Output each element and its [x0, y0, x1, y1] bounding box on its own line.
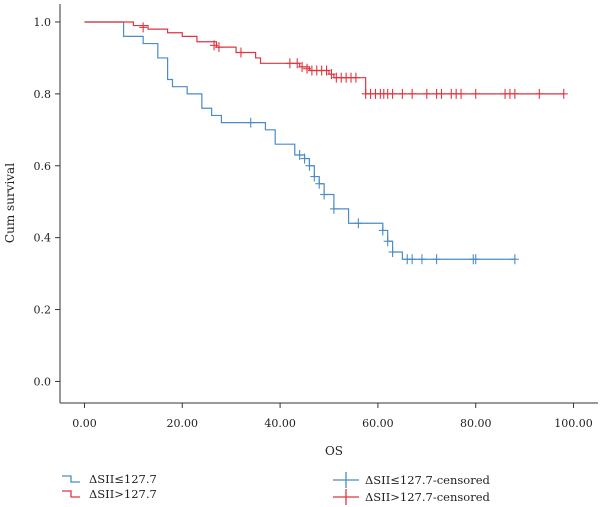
y-tick-label: 0.2 — [34, 304, 52, 317]
censor-mark — [398, 88, 407, 99]
legend-low-label: ΔSII≤127.7 — [89, 472, 157, 486]
x-axis-title: OS — [325, 444, 343, 458]
censor-mark — [329, 203, 338, 214]
censor-mark — [310, 171, 319, 182]
censor-mark — [417, 254, 426, 265]
censor-mark — [302, 63, 311, 74]
censor-mark — [408, 88, 417, 99]
censor-mark — [471, 254, 480, 265]
censor-mark — [285, 58, 294, 69]
censor-mark — [300, 153, 309, 164]
x-ticks: 0.00 20.00 40.00 60.00 80.00 100.00 — [72, 403, 593, 430]
legend-high-censored-label: ΔSII>127.7-censored — [365, 490, 490, 504]
censor-mark — [298, 61, 307, 72]
censor-mark — [354, 218, 363, 229]
censor-mark — [315, 178, 324, 189]
legend-item-high-censored: ΔSII>127.7-censored — [333, 489, 490, 505]
censor-mark — [351, 72, 360, 83]
censor-mark — [457, 88, 466, 99]
censor-mark — [322, 65, 331, 76]
survival-curve — [84, 21, 564, 95]
y-tick-label: 0.0 — [34, 375, 52, 388]
x-tick-label: 80.00 — [460, 417, 492, 430]
censor-mark — [422, 88, 431, 99]
censor-mark — [210, 40, 219, 51]
y-tick-label: 1.0 — [34, 16, 52, 29]
legend-item-low: ΔSII≤127.7 — [62, 472, 157, 486]
censor-mark — [320, 189, 329, 200]
censor-mark — [327, 69, 336, 80]
y-tick-label: 0.4 — [34, 232, 52, 245]
censor-mark — [471, 88, 480, 99]
y-ticks: 0.0 0.2 0.4 0.6 0.8 1.0 — [34, 16, 60, 388]
series-1 — [84, 21, 568, 99]
legend-item-low-censored: ΔSII≤127.7-censored — [333, 472, 490, 488]
legend: ΔSII≤127.7 ΔSII>127.7 ΔSII≤127.7-censore… — [62, 472, 490, 505]
censor-mark — [408, 254, 417, 265]
y-tick-label: 0.6 — [34, 160, 52, 173]
y-axis-title: Cum survival — [3, 163, 17, 243]
censor-mark — [559, 88, 568, 99]
censor-mark — [378, 225, 387, 236]
censor-mark — [437, 88, 446, 99]
plot-frame — [59, 4, 598, 404]
legend-low-swatch — [62, 475, 80, 483]
censor-mark — [535, 88, 544, 99]
legend-high-swatch — [62, 490, 80, 498]
legend-item-high: ΔSII>127.7 — [62, 487, 157, 501]
censor-mark — [510, 254, 519, 265]
censor-mark — [388, 88, 397, 99]
x-tick-label: 100.00 — [554, 417, 593, 430]
censor-mark — [236, 47, 245, 58]
legend-low-censored-label: ΔSII≤127.7-censored — [365, 473, 490, 487]
series-layer — [84, 21, 568, 265]
x-tick-label: 40.00 — [264, 417, 296, 430]
censor-mark — [388, 247, 397, 258]
censor-mark — [510, 88, 519, 99]
censor-mark — [383, 236, 392, 247]
series-0 — [84, 21, 519, 265]
censor-mark — [246, 117, 255, 128]
censor-mark — [305, 160, 314, 171]
censor-mark — [432, 254, 441, 265]
y-tick-label: 0.8 — [34, 88, 52, 101]
legend-high-label: ΔSII>127.7 — [89, 487, 157, 501]
x-tick-label: 60.00 — [362, 417, 394, 430]
x-tick-label: 0.00 — [72, 417, 97, 430]
censor-mark — [139, 22, 148, 33]
censor-mark — [295, 149, 304, 160]
survival-curve — [84, 21, 515, 260]
x-tick-label: 20.00 — [167, 417, 199, 430]
censor-mark — [214, 42, 223, 53]
censor-mark — [293, 58, 302, 69]
